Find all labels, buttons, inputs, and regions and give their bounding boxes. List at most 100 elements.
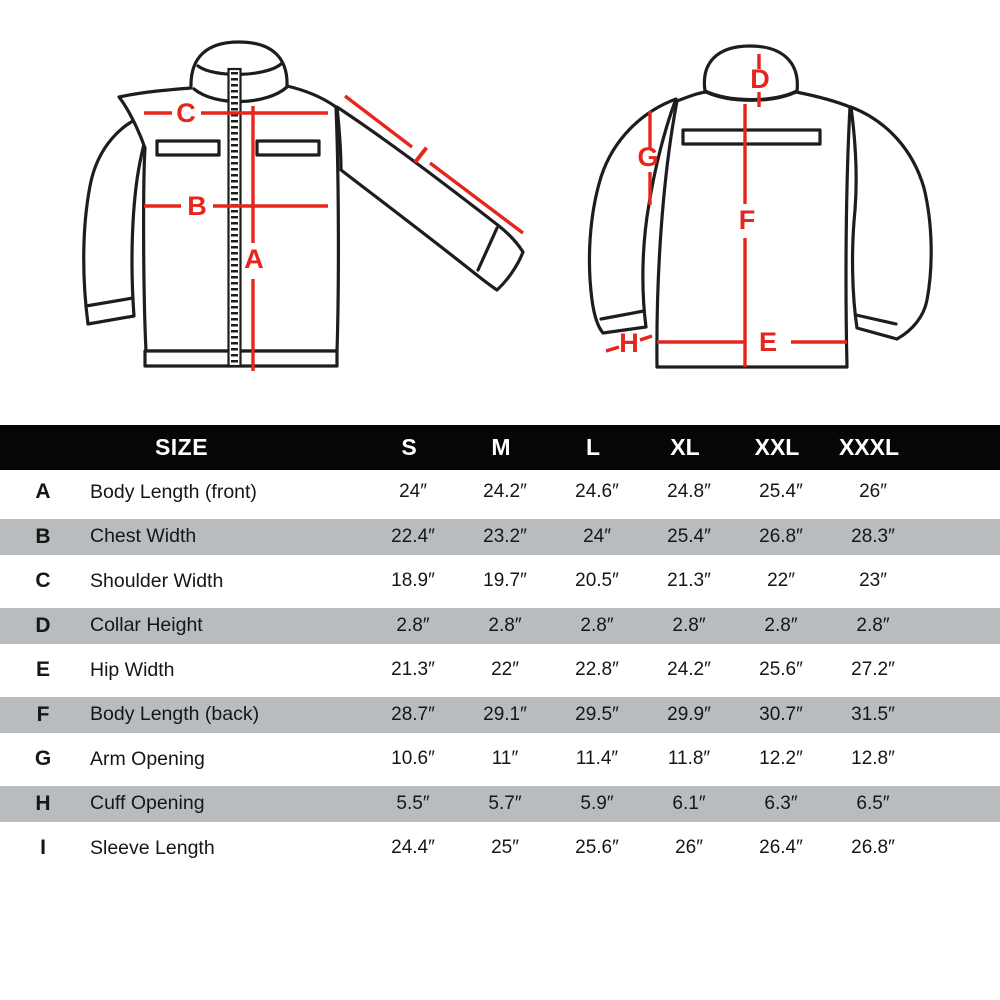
table-row: C Shoulder Width 18.9″ 19.7″ 20.5″ 21.3″ 22″ 23… bbox=[0, 559, 1000, 604]
measurement-label-b: B bbox=[187, 191, 207, 221]
row-value: 29.9″ bbox=[667, 703, 711, 725]
row-value: 25.6″ bbox=[759, 659, 803, 681]
column-header-xl: XL bbox=[670, 434, 700, 460]
row-value: 24.6″ bbox=[575, 481, 619, 503]
row-value: 24.4″ bbox=[391, 837, 435, 859]
row-letter: G bbox=[34, 747, 52, 771]
row-value: 29.5″ bbox=[575, 703, 619, 725]
measurement-label-d: D bbox=[750, 64, 770, 94]
row-measurement-name: Collar Height bbox=[90, 614, 203, 637]
measurement-label-g: G bbox=[637, 142, 658, 172]
table-row: H Cuff Opening 5.5″ 5.7″ 5.9″ 6.1″ 6.3″ 6.5″ bbox=[0, 781, 1000, 826]
back-yoke-strip bbox=[681, 128, 822, 146]
size-header-label: SIZE bbox=[154, 434, 209, 460]
row-value: 5.7″ bbox=[488, 792, 522, 814]
measurement-label-f: F bbox=[739, 205, 756, 235]
row-value: 26″ bbox=[675, 837, 703, 859]
table-row: E Hip Width 21.3″ 22″ 22.8″ 24.2″ 25.6″ 27.2″ bbox=[0, 648, 1000, 693]
row-value: 5.9″ bbox=[580, 792, 614, 814]
measurement-line-h bbox=[605, 334, 653, 353]
row-letter: H bbox=[35, 791, 51, 815]
row-value: 26.4″ bbox=[759, 837, 803, 859]
row-measurement-name: Arm Opening bbox=[90, 747, 205, 770]
row-value: 22.8″ bbox=[575, 659, 619, 681]
row-value: 26.8″ bbox=[759, 525, 803, 547]
row-value: 5.5″ bbox=[396, 792, 430, 814]
measurement-line-i bbox=[343, 94, 525, 235]
row-value: 2.8″ bbox=[396, 614, 430, 636]
back-collar bbox=[702, 44, 799, 102]
front-jacket bbox=[82, 40, 525, 368]
row-value: 24.2″ bbox=[483, 481, 527, 503]
table-row: B Chest Width 22.4″ 23.2″ 24″ 25.4″ 26.8″ 28.3″ bbox=[0, 514, 1000, 559]
size-table-header: SIZE S M L XL XXL XXXL bbox=[0, 425, 1000, 470]
measurement-label-h: H bbox=[619, 328, 639, 358]
row-value: 12.2″ bbox=[759, 748, 803, 770]
front-right-sleeve bbox=[335, 105, 525, 292]
row-value: 25″ bbox=[491, 837, 519, 859]
row-measurement-name: Cuff Opening bbox=[90, 792, 205, 815]
row-value: 2.8″ bbox=[488, 614, 522, 636]
row-value: 2.8″ bbox=[672, 614, 706, 636]
row-value: 24.8″ bbox=[667, 481, 711, 503]
row-measurement-name: Hip Width bbox=[90, 658, 175, 681]
row-value: 26″ bbox=[859, 481, 887, 503]
column-header-xxxl: XXXL bbox=[838, 434, 900, 460]
row-value: 27.2″ bbox=[851, 659, 895, 681]
row-value: 22″ bbox=[767, 570, 795, 592]
row-value: 26.8″ bbox=[851, 837, 895, 859]
row-value: 29.1″ bbox=[483, 703, 527, 725]
row-measurement-name: Body Length (front) bbox=[90, 480, 257, 503]
jacket-diagrams: C B A I D G F E bbox=[82, 40, 933, 371]
row-value: 2.8″ bbox=[764, 614, 798, 636]
front-left-sleeve bbox=[82, 109, 158, 326]
back-jacket bbox=[587, 44, 933, 369]
row-value: 6.3″ bbox=[764, 792, 798, 814]
row-value: 19.7″ bbox=[483, 570, 527, 592]
row-letter: B bbox=[35, 524, 51, 548]
row-measurement-name: Sleeve Length bbox=[90, 836, 215, 859]
row-value: 22.4″ bbox=[391, 525, 435, 547]
row-value: 11.8″ bbox=[667, 748, 711, 770]
row-measurement-name: Shoulder Width bbox=[90, 569, 224, 592]
column-header-s: S bbox=[401, 434, 417, 460]
row-value: 31.5″ bbox=[851, 703, 895, 725]
back-measurements: D G F E H bbox=[605, 54, 847, 367]
row-letter: A bbox=[35, 480, 51, 504]
column-header-l: L bbox=[585, 434, 601, 460]
row-letter: D bbox=[35, 613, 51, 637]
row-value: 23″ bbox=[859, 570, 887, 592]
size-table: SIZE S M L XL XXL XXXL A Body Length (fro… bbox=[0, 425, 1000, 871]
size-table-body: A Body Length (front) 24″ 24.2″ 24.6″ 24.8″ 25… bbox=[0, 470, 1000, 871]
table-row: D Collar Height 2.8″ 2.8″ 2.8″ 2.8″ 2.8″ 2.8″ bbox=[0, 603, 1000, 648]
row-value: 21.3″ bbox=[667, 570, 711, 592]
back-right-cuff-band bbox=[854, 313, 898, 326]
row-value: 11″ bbox=[491, 748, 519, 770]
row-measurement-name: Chest Width bbox=[90, 525, 197, 548]
row-value: 30.7″ bbox=[759, 703, 803, 725]
row-value: 6.5″ bbox=[856, 792, 890, 814]
row-value: 23.2″ bbox=[483, 525, 527, 547]
row-value: 21.3″ bbox=[391, 659, 435, 681]
row-value: 25.6″ bbox=[575, 837, 619, 859]
row-value: 18.9″ bbox=[391, 570, 435, 592]
table-row: F Body Length (back) 28.7″ 29.1″ 29.5″ 29.9″ 3… bbox=[0, 692, 1000, 737]
back-left-cuff-band bbox=[599, 309, 646, 321]
row-value: 25.4″ bbox=[759, 481, 803, 503]
row-value: 11.4″ bbox=[575, 748, 619, 770]
column-header-xxl: XXL bbox=[754, 434, 800, 460]
front-chest-pocket-right bbox=[255, 139, 321, 157]
row-value: 25.4″ bbox=[667, 525, 711, 547]
row-value: 2.8″ bbox=[580, 614, 614, 636]
column-header-m: M bbox=[491, 434, 511, 460]
row-letter: I bbox=[40, 836, 46, 860]
front-chest-pocket-left bbox=[155, 139, 221, 157]
row-value: 12.8″ bbox=[851, 748, 895, 770]
row-value: 28.3″ bbox=[851, 525, 895, 547]
row-value: 10.6″ bbox=[391, 748, 435, 770]
row-value: 2.8″ bbox=[856, 614, 890, 636]
row-letter: F bbox=[36, 702, 50, 726]
row-value: 22″ bbox=[491, 659, 519, 681]
table-row: I Sleeve Length 24.4″ 25″ 25.6″ 26″ 26.4″ 26.8″ bbox=[0, 826, 1000, 871]
